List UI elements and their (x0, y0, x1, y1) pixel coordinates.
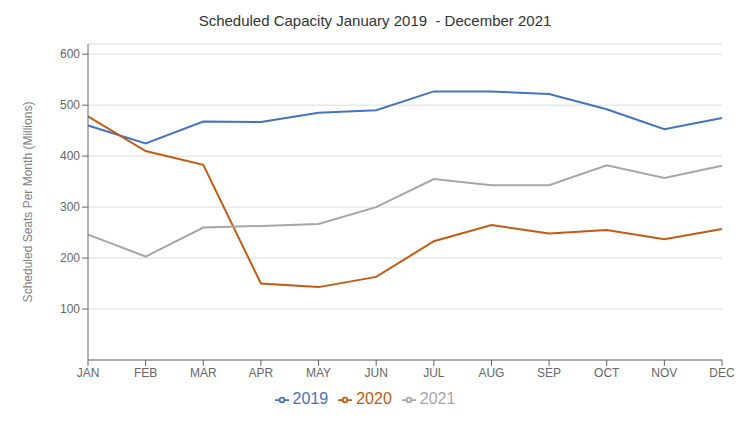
html-text:Scheduled Capacity January 201: Scheduled Capacity January 2019 - Decemb… (198, 12, 552, 29)
svg-text:DEC: DEC (709, 366, 735, 380)
html-text:2021: 2021 (419, 390, 456, 407)
svg-text:JAN: JAN (77, 366, 100, 380)
svg-text:JUN: JUN (365, 366, 388, 380)
svg-text:Scheduled Seats Per Month (Mil: Scheduled Seats Per Month (Millions) (21, 102, 35, 303)
svg-text:300: 300 (60, 200, 80, 214)
svg-text:FEB: FEB (134, 366, 157, 380)
svg-text:APR: APR (249, 366, 274, 380)
svg-text:100: 100 (60, 302, 80, 316)
svg-text:JUL: JUL (423, 366, 445, 380)
svg-text:AUG: AUG (478, 366, 504, 380)
html-text:2020: 2020 (356, 390, 392, 407)
svg-text:400: 400 (60, 149, 80, 163)
svg-text:500: 500 (60, 98, 80, 112)
svg-text:200: 200 (60, 251, 80, 265)
svg-text:MAR: MAR (190, 366, 217, 380)
svg-text:600: 600 (60, 47, 80, 61)
svg-text:NOV: NOV (651, 366, 677, 380)
svg-text:OCT: OCT (594, 366, 620, 380)
html-text:2019: 2019 (292, 390, 329, 407)
svg-text:MAY: MAY (306, 366, 331, 380)
svg-text:SEP: SEP (537, 366, 561, 380)
